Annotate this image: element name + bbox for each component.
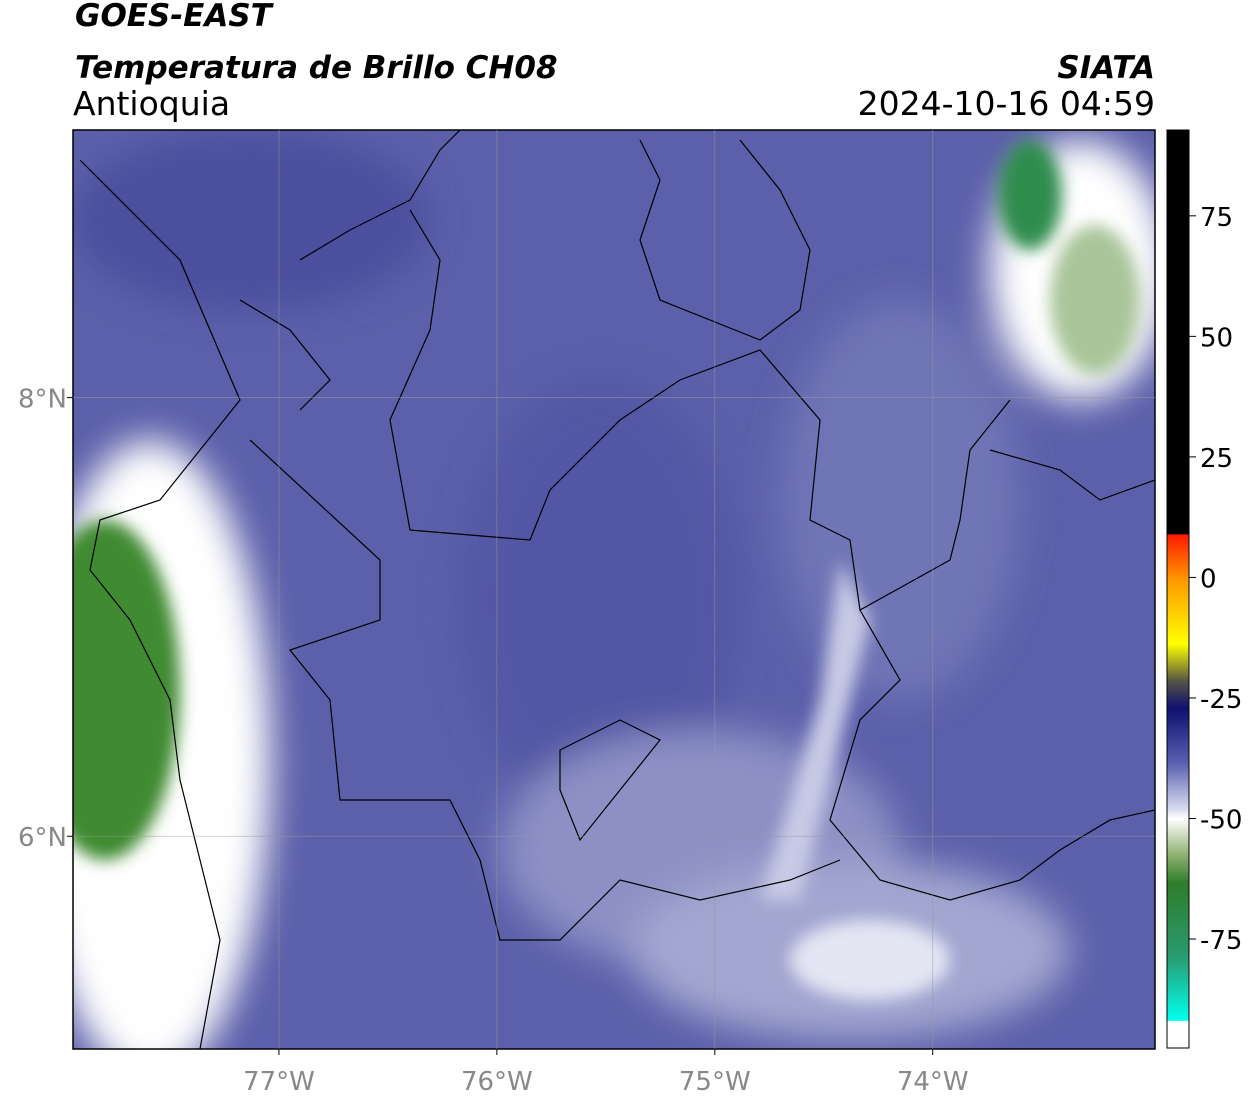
colorbar-label: -25 xyxy=(1200,685,1242,715)
colorbar-label: -75 xyxy=(1200,926,1242,956)
colorbar xyxy=(1166,129,1190,1049)
region: Antioquia xyxy=(73,84,230,123)
colorbar-label: -50 xyxy=(1200,806,1242,836)
x-tick-label: 76°W xyxy=(461,1067,533,1097)
subtitle: Temperatura de Brillo CH08 xyxy=(75,50,558,86)
map-frame xyxy=(72,129,1156,1050)
y-tick-label: 6°N xyxy=(18,823,67,853)
x-tick-label: 77°W xyxy=(243,1067,315,1097)
colorbar-label: 50 xyxy=(1200,323,1233,353)
x-tick-label: 75°W xyxy=(679,1067,751,1097)
y-tick-label: 8°N xyxy=(18,385,67,415)
colorbar-label: 0 xyxy=(1200,564,1217,594)
title: GOES-EAST xyxy=(75,0,275,34)
datetime: 2024-10-16 04:59 xyxy=(858,84,1155,123)
satellite-image xyxy=(73,130,1155,1049)
x-tick-label: 74°W xyxy=(897,1067,969,1097)
colorbar-label: 75 xyxy=(1200,203,1233,233)
source: SIATA xyxy=(1057,50,1155,86)
colorbar-label: 25 xyxy=(1200,444,1233,474)
